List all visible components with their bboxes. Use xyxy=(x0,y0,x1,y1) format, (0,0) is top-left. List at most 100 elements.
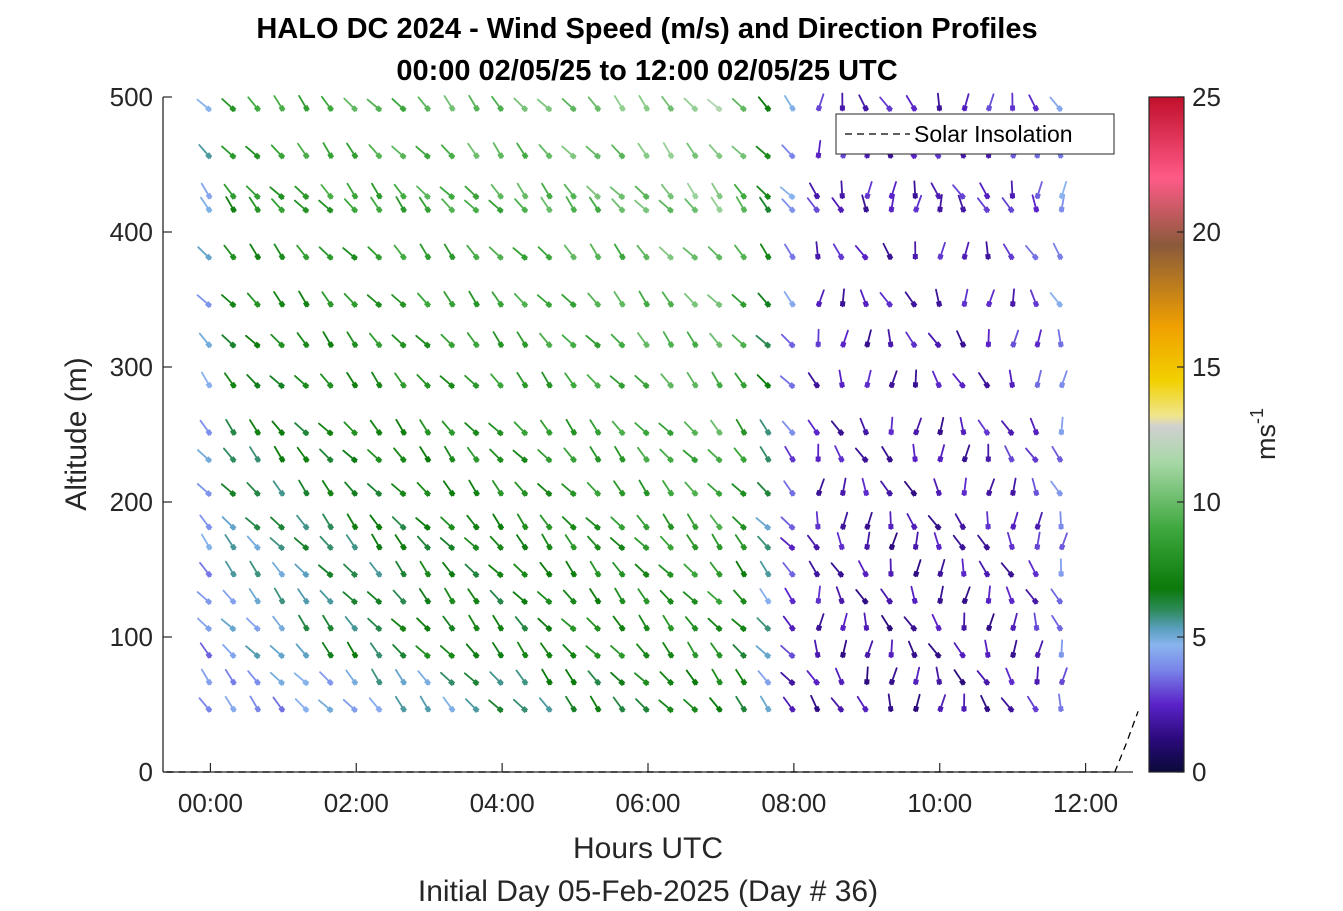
wind-barb xyxy=(839,180,845,200)
wind-barb xyxy=(928,643,942,659)
wind-barb xyxy=(561,334,577,349)
wind-barb xyxy=(759,446,772,463)
wind-barb xyxy=(419,560,432,578)
wind-barb xyxy=(780,537,796,552)
wind-barb xyxy=(318,199,334,214)
x-axis-ticks: 00:00 02:00 04:00 06:00 08:00 10:00 12:00 xyxy=(178,763,1118,818)
wind-barb xyxy=(394,372,407,389)
wind-barb xyxy=(491,95,505,112)
wind-barb xyxy=(197,246,213,261)
wind-barb xyxy=(1010,639,1018,659)
wind-barb xyxy=(1010,329,1020,348)
wind-barb xyxy=(864,181,873,200)
wind-barb xyxy=(634,563,650,579)
wind-barb xyxy=(864,369,872,389)
wind-barb xyxy=(370,196,383,214)
wind-barb xyxy=(682,247,699,261)
wind-barb xyxy=(708,144,723,160)
wind-barb xyxy=(346,372,359,389)
wind-barb xyxy=(464,698,480,713)
wind-barb xyxy=(225,196,237,213)
wind-barb xyxy=(636,643,650,659)
wind-barb xyxy=(780,333,796,349)
wind-barb xyxy=(759,196,772,214)
wind-barb xyxy=(441,420,456,437)
wind-barb xyxy=(1025,447,1039,464)
wind-barb xyxy=(961,558,967,578)
wind-barb xyxy=(882,242,894,261)
wind-barb xyxy=(273,587,286,605)
wind-barb xyxy=(686,371,699,389)
wind-barb xyxy=(952,184,966,200)
wind-barb xyxy=(343,97,358,113)
wind-barb xyxy=(858,560,869,578)
colorbar-tick-label: 5 xyxy=(1192,622,1206,652)
wind-barb xyxy=(224,534,237,551)
wind-barb xyxy=(888,416,894,436)
wind-barb xyxy=(537,617,553,633)
wind-barb xyxy=(888,181,897,200)
wind-barb xyxy=(709,561,723,578)
wind-barb xyxy=(196,449,213,464)
wind-barb xyxy=(731,483,747,498)
wind-barb xyxy=(540,642,553,659)
wind-barb xyxy=(541,668,553,686)
wind-barb xyxy=(298,290,310,308)
wind-barb xyxy=(930,182,942,200)
wind-barb xyxy=(734,372,748,389)
wind-barb xyxy=(913,417,922,436)
wind-barb xyxy=(440,516,456,531)
wind-barb xyxy=(780,644,796,660)
wind-barb xyxy=(491,291,505,308)
wind-barb xyxy=(687,641,699,659)
wind-barb xyxy=(513,97,529,113)
chart-subtitle: 00:00 02/05/25 to 12:00 02/05/25 UTC xyxy=(396,55,897,87)
wind-barb xyxy=(634,422,650,437)
x-tick-label: 00:00 xyxy=(178,788,243,818)
wind-barb xyxy=(343,563,358,579)
wind-barb xyxy=(344,481,359,497)
wind-barb xyxy=(565,695,578,713)
wind-barb xyxy=(683,698,699,714)
wind-barb xyxy=(464,185,480,201)
wind-barb xyxy=(682,449,699,464)
wind-barb xyxy=(961,612,967,632)
wind-barb xyxy=(298,614,310,632)
wind-barb xyxy=(443,445,456,463)
wind-barb xyxy=(706,98,723,113)
wind-barb xyxy=(589,419,602,436)
wind-barb xyxy=(272,480,286,497)
wind-barb xyxy=(731,294,747,309)
wind-barb xyxy=(831,197,845,214)
wind-barb xyxy=(757,96,772,113)
wind-barb xyxy=(224,695,237,713)
wind-barb xyxy=(686,513,699,531)
wind-barb xyxy=(343,421,358,437)
wind-barb xyxy=(634,199,650,214)
wind-barb xyxy=(662,513,675,531)
wind-barb xyxy=(815,478,825,497)
wind-barb xyxy=(1001,420,1015,437)
wind-barb xyxy=(756,617,772,632)
x-tick-label: 08:00 xyxy=(761,788,826,818)
wind-barb xyxy=(807,419,821,436)
wind-barb xyxy=(415,645,431,660)
wind-barb xyxy=(613,480,626,497)
wind-barb xyxy=(416,374,431,389)
wind-barb xyxy=(247,670,261,686)
wind-barb xyxy=(952,373,966,389)
wind-barb xyxy=(561,483,577,498)
wind-barb xyxy=(834,445,845,463)
wind-barb xyxy=(661,291,675,308)
wind-barb xyxy=(1034,369,1042,389)
wind-barb xyxy=(659,448,674,464)
wind-barb xyxy=(906,513,918,531)
y-tick-label: 300 xyxy=(110,352,153,382)
wind-barb xyxy=(512,247,528,261)
wind-barb xyxy=(512,698,529,714)
wind-barb xyxy=(686,331,699,349)
y-tick-label: 500 xyxy=(110,82,153,112)
wind-barb xyxy=(321,291,334,308)
wind-barb xyxy=(416,617,431,632)
wind-barb xyxy=(707,449,723,464)
